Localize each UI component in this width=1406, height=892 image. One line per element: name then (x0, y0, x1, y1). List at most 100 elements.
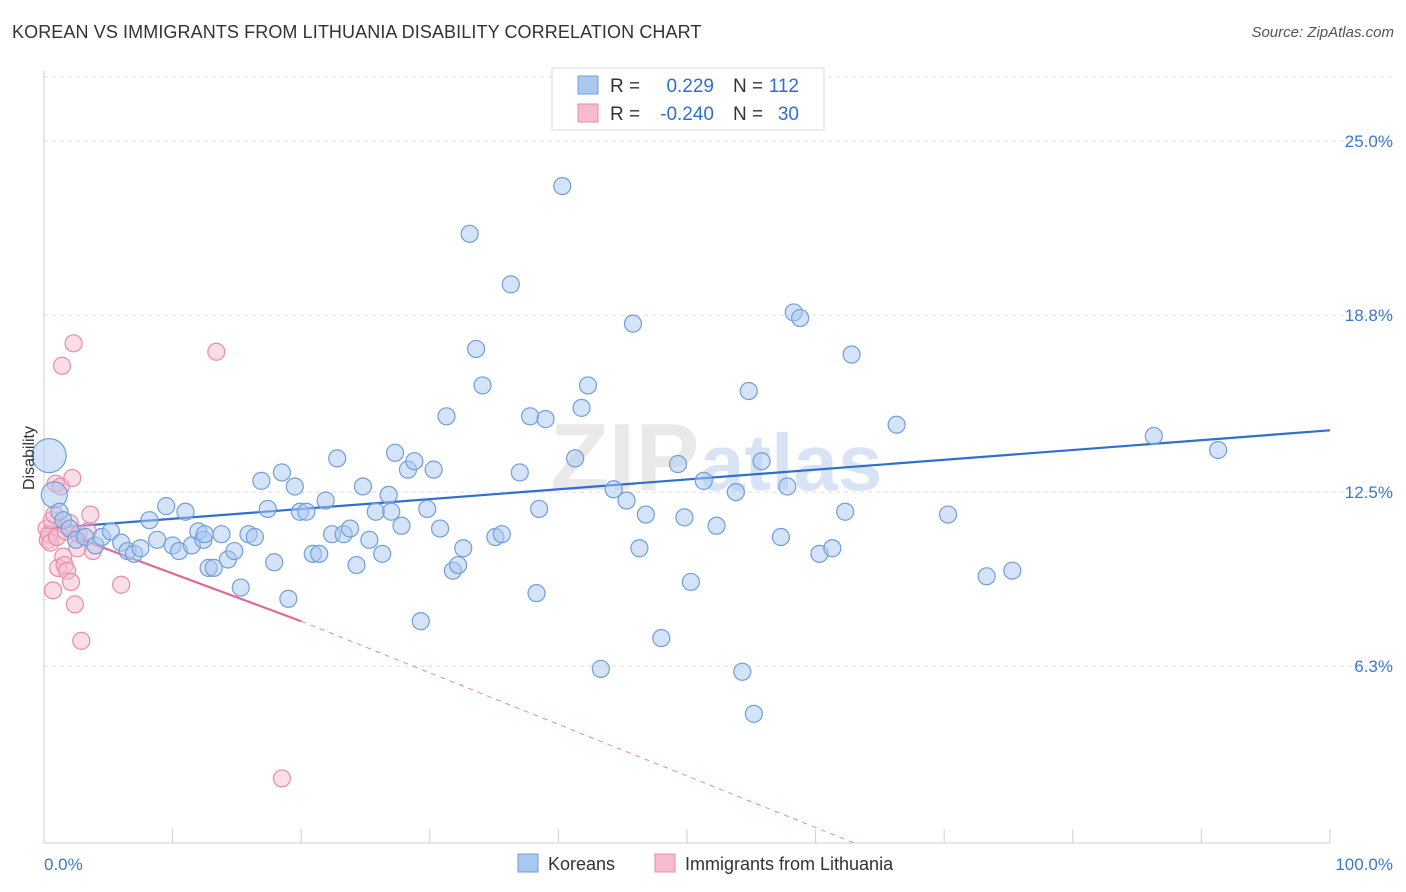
koreans-point (382, 502, 401, 521)
koreans-point (707, 516, 726, 535)
koreans-point (887, 415, 906, 434)
lithuania-point (72, 631, 91, 650)
koreans-point (778, 477, 797, 496)
koreans-point (527, 584, 546, 603)
y-tick-labels: 6.3% 12.5% 18.8% 25.0% (1345, 132, 1393, 676)
koreans-point (466, 339, 486, 359)
koreans-point (591, 659, 610, 679)
lithuania-point (52, 356, 72, 375)
koreans-point (460, 224, 479, 243)
legend-r-value-1: 0.229 (666, 76, 714, 97)
bottom-legend-koreans: Koreans (548, 854, 615, 874)
koreans-point (521, 407, 540, 426)
y-tick-label: 18.8% (1345, 306, 1393, 325)
koreans-point (681, 572, 700, 592)
bottom-legend-swatch-koreans (517, 853, 539, 873)
koreans-point (360, 530, 379, 549)
koreans-point (379, 485, 398, 504)
koreans-point (373, 544, 392, 563)
koreans-point (652, 628, 671, 648)
y-tick-label: 6.3% (1354, 657, 1393, 676)
bottom-legend-swatch-lithuania (654, 853, 676, 873)
legend-swatch-koreans (577, 75, 599, 95)
lithuania-point (207, 342, 226, 361)
koreans-point (285, 477, 304, 496)
lithuania-point (112, 575, 131, 594)
koreans-point (405, 452, 424, 471)
x-tick-label-min: 0.0% (44, 855, 83, 874)
koreans-point (340, 519, 360, 538)
koreans-point (176, 502, 195, 521)
legend-box: R = 0.229 N = 112 R = -0.240 N = 30 (551, 67, 825, 131)
lithuania-point (43, 581, 63, 600)
koreans-point (101, 522, 120, 541)
koreans-point (448, 555, 468, 575)
koreans-point (1003, 561, 1022, 580)
koreans-point (938, 505, 958, 524)
koreans-point (265, 553, 284, 572)
koreans-point (385, 443, 405, 462)
koreans-point (604, 480, 623, 499)
y-tick-label: 12.5% (1345, 483, 1393, 502)
koreans-point (694, 471, 713, 490)
y-axis-label: Disability (21, 426, 38, 490)
koreans-point (771, 527, 790, 547)
koreans-point (977, 567, 996, 586)
koreans-point (316, 491, 335, 510)
koreans-point (578, 376, 598, 395)
koreans-point (310, 544, 329, 563)
koreans-point (1144, 426, 1163, 446)
koreans-point (630, 539, 649, 558)
koreans-point (418, 499, 437, 519)
y-tick-label: 25.0% (1345, 132, 1393, 151)
koreans-point (258, 499, 277, 519)
koreans-point (733, 662, 752, 681)
koreans-points (31, 176, 1228, 723)
lithuania-point (63, 468, 82, 488)
legend-r-label-1: R = (610, 76, 640, 97)
koreans-point (739, 381, 758, 401)
koreans-point (836, 502, 855, 521)
koreans-point (297, 502, 316, 521)
koreans-point (842, 345, 861, 364)
bottom-legend: Koreans Immigrants from Lithuania (517, 853, 894, 874)
koreans-point (411, 612, 430, 631)
koreans-point (572, 398, 591, 417)
koreans-point (212, 525, 231, 544)
legend-n-label-1: N = (733, 76, 763, 97)
koreans-point (353, 477, 373, 496)
koreans-point (157, 497, 176, 516)
koreans-point (279, 589, 298, 608)
koreans-point (195, 525, 214, 544)
legend-r-value-2: -0.240 (660, 104, 714, 125)
koreans-point (744, 704, 763, 723)
koreans-trend-line (43, 429, 1331, 530)
koreans-point (454, 539, 473, 558)
lithuania-point (61, 572, 81, 592)
koreans-point (204, 558, 223, 577)
koreans-point (131, 539, 150, 558)
lithuania-trend-extension (301, 620, 855, 844)
grid-lines (44, 76, 1393, 667)
koreans-point (726, 482, 745, 502)
koreans-point (437, 407, 456, 426)
chart-title: KOREAN VS IMMIGRANTS FROM LITHUANIA DISA… (12, 22, 702, 42)
koreans-point (668, 454, 688, 474)
koreans-point (791, 308, 810, 328)
koreans-point (392, 516, 411, 535)
koreans-point (424, 460, 443, 479)
legend-n-value-2: 30 (778, 104, 799, 125)
legend-swatch-lithuania (577, 103, 599, 123)
koreans-point (536, 410, 555, 429)
koreans-trendline (43, 429, 1331, 530)
koreans-point (492, 525, 511, 544)
koreans-point (231, 578, 250, 597)
koreans-point (510, 463, 529, 482)
koreans-point (553, 176, 572, 196)
koreans-point (675, 508, 694, 527)
legend-n-label-2: N = (733, 104, 763, 125)
legend-n-value-1: 112 (769, 76, 799, 97)
koreans-point (636, 505, 655, 524)
koreans-point (31, 437, 67, 474)
